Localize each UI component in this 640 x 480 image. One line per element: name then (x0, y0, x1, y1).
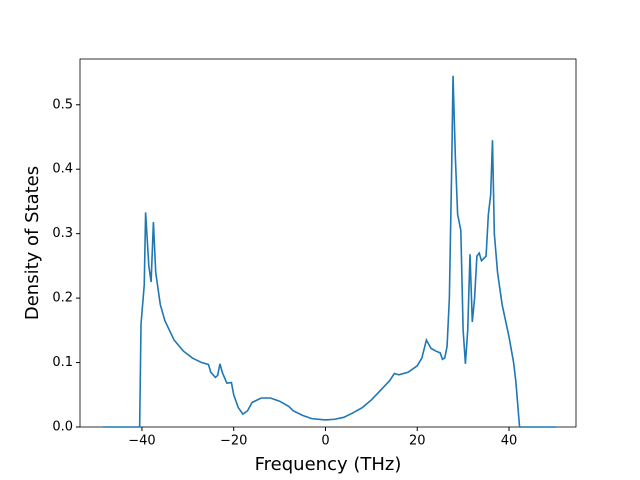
y-tick-label: 0.5 (52, 97, 73, 112)
y-tick-label: 0.4 (52, 162, 73, 177)
x-tick-label: −20 (220, 434, 247, 449)
y-tick-label: 0.3 (52, 226, 73, 241)
line-series (102, 75, 556, 428)
x-tick-label: 0 (321, 434, 329, 449)
y-axis-label: Density of States (22, 166, 43, 320)
x-tick-label: 20 (409, 434, 426, 449)
y-tick-label: 0.0 (52, 420, 73, 435)
x-axis-label: Frequency (THz) (255, 454, 402, 475)
x-tick-label: −40 (128, 434, 155, 449)
y-tick-label: 0.1 (52, 355, 73, 370)
plot-frame (79, 58, 577, 428)
x-tick-label: 40 (501, 434, 518, 449)
y-tick-label: 0.2 (52, 291, 73, 306)
